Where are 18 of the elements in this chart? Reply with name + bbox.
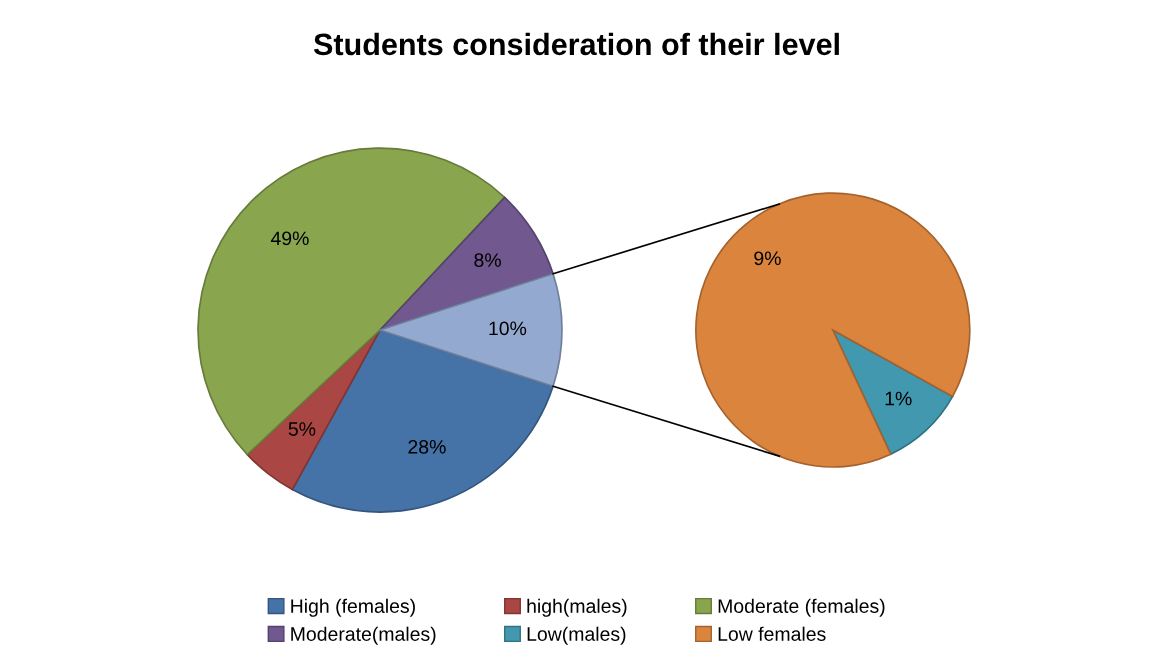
legend-label: High (females): [291, 598, 415, 617]
data-label: 8%: [474, 253, 501, 268]
legend-label: Moderate(males): [291, 626, 436, 645]
legend-label: Moderate (females): [718, 598, 885, 617]
data-label: 1%: [885, 391, 912, 406]
pie-slice: [246, 329, 381, 491]
legend-label: Low(males): [527, 626, 626, 645]
data-label: 10%: [489, 321, 527, 336]
pie-slice: [379, 272, 563, 388]
data-label: 5%: [288, 422, 316, 436]
legend-label: Low females: [718, 626, 826, 641]
legend-label: high(males): [527, 598, 627, 617]
data-label: 49%: [270, 231, 309, 246]
pie-slice: [832, 329, 954, 456]
data-label: 9%: [754, 251, 781, 266]
chart-title: Students consideration of their level: [313, 32, 839, 56]
pie-slice: [695, 192, 971, 468]
data-label: 28%: [408, 439, 446, 454]
